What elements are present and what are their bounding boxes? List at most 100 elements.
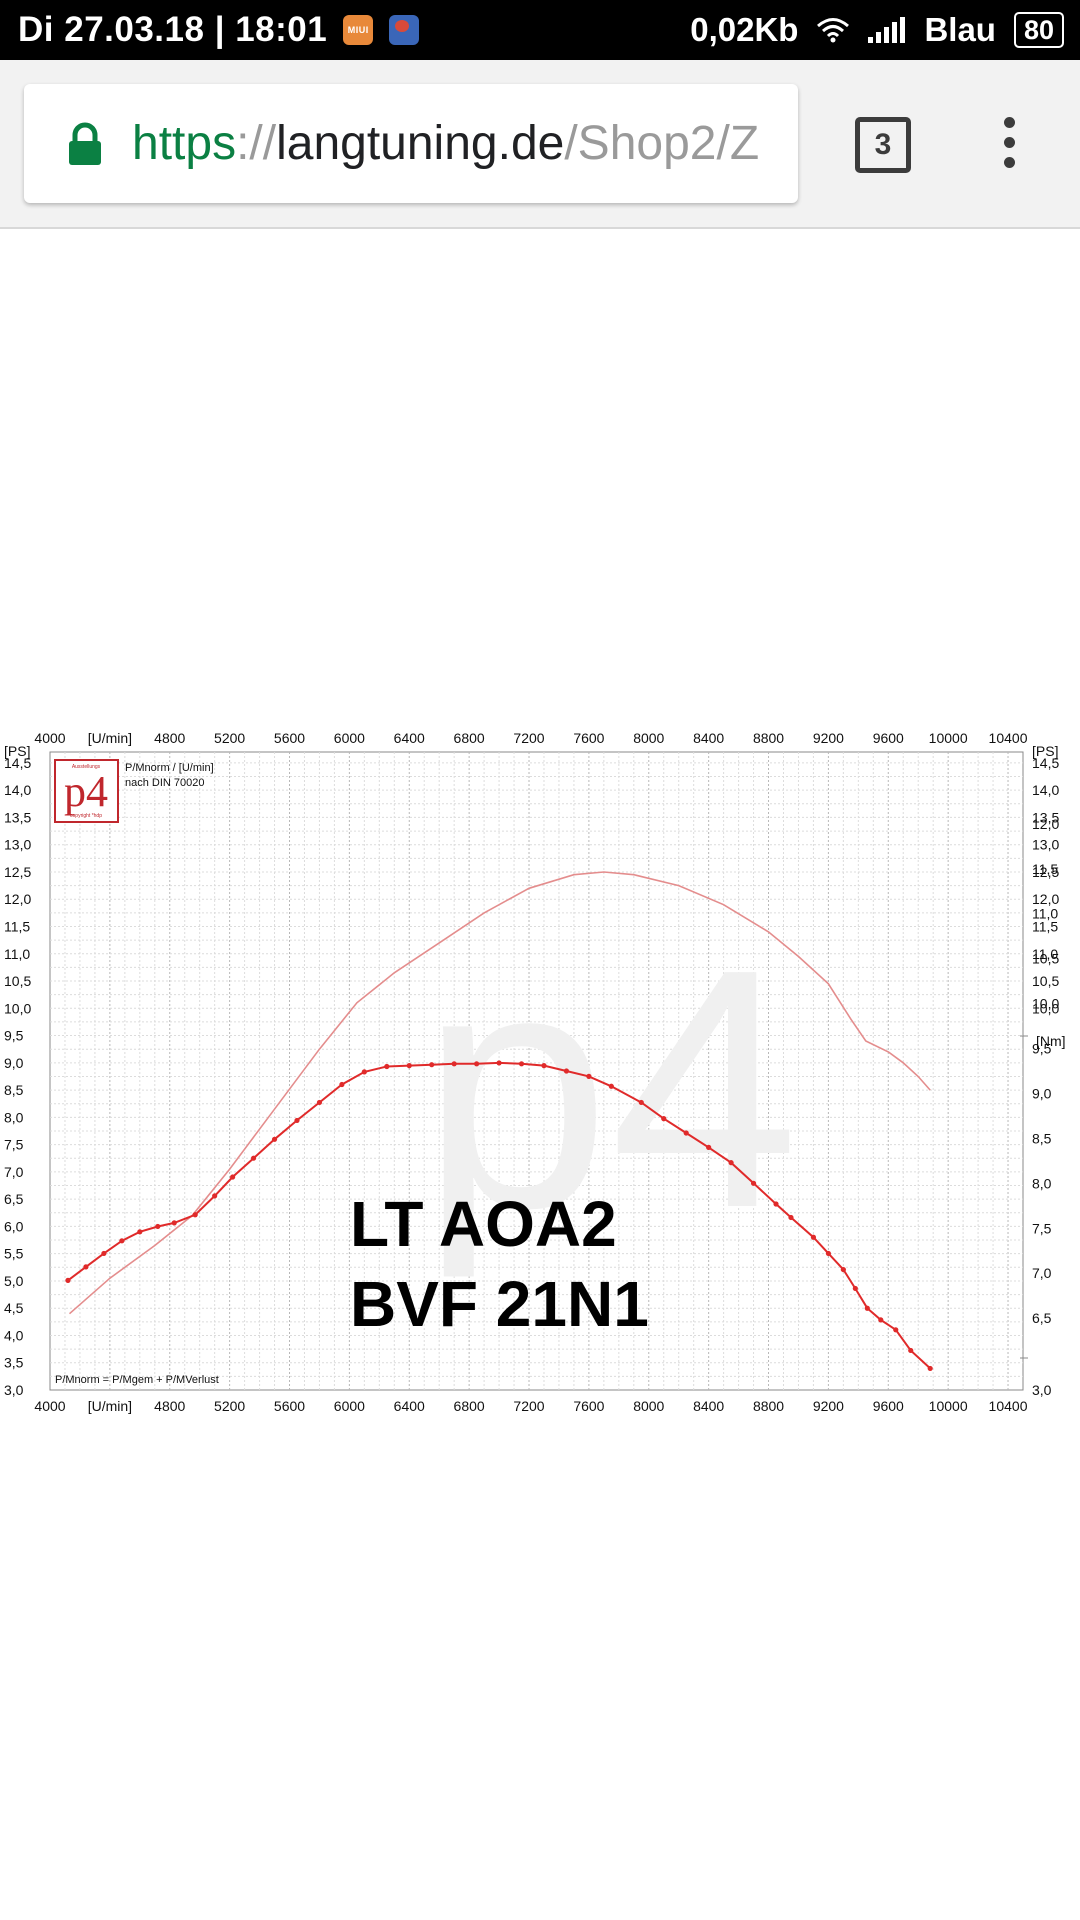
torque-point <box>101 1250 107 1257</box>
y-right-ps-tick-label: 10,5 <box>1032 973 1059 989</box>
y-right-nm-tick-label: 11,0 <box>1032 906 1058 922</box>
x-tick-label-bottom: 7600 <box>573 1398 604 1414</box>
y-right-nm-tick-label: 9,0 <box>1032 1085 1052 1101</box>
torque-point <box>294 1117 300 1124</box>
y-left-tick-label: 10,5 <box>4 973 31 989</box>
y-left-tick-label: 13,5 <box>4 809 31 825</box>
x-tick-label-bottom: 8000 <box>633 1398 664 1414</box>
torque-point <box>825 1250 832 1257</box>
dyno-chart: p4 4000 4000 4800 4800 5200 5200 5600 5600 6000 60… <box>4 730 1066 1414</box>
x-axis-unit-top: [U/min] <box>88 730 132 746</box>
torque-point <box>518 1061 525 1067</box>
x-tick-label-top: 10400 <box>989 730 1028 746</box>
torque-point <box>171 1220 177 1226</box>
y-left-tick-label: 6,5 <box>4 1191 24 1207</box>
torque-point <box>451 1061 457 1067</box>
y-left-tick-label: 13,0 <box>4 837 31 853</box>
url-text[interactable]: https://langtuning.de/Shop2/Z <box>132 84 796 203</box>
status-right: 0,02Kb Blau 80 <box>672 0 1064 60</box>
annotation-line2: BVF 21N1 <box>350 1268 649 1340</box>
url-host: langtuning.de <box>276 117 565 170</box>
y-left-tick-label: 6,0 <box>4 1218 24 1234</box>
torque-point <box>706 1144 712 1150</box>
y-left-tick-label: 12,0 <box>4 891 31 907</box>
y-left-tick-label: 8,5 <box>4 1082 24 1098</box>
y-left-tick-label: 5,5 <box>4 1246 24 1262</box>
power-curve <box>68 871 931 1315</box>
torque-point <box>250 1155 257 1161</box>
torque-point <box>339 1081 345 1088</box>
menu-dot <box>1004 137 1015 148</box>
y-left-tick-label: 4,0 <box>4 1327 24 1343</box>
p4-logo-box <box>54 759 119 823</box>
y-right-ps-tick-label: 13,5 <box>1032 809 1059 825</box>
torque-point <box>878 1317 884 1323</box>
x-tick-label-top: 6000 <box>334 730 365 746</box>
y-right-ps-unit: [PS] <box>1032 743 1058 759</box>
torque-point <box>840 1266 846 1273</box>
url-bar[interactable]: https://langtuning.de/Shop2/Z <box>24 84 798 203</box>
tab-switcher-button[interactable]: 3 <box>855 117 911 173</box>
torque-point <box>683 1130 689 1136</box>
lock-icon <box>69 122 101 165</box>
status-carrier: Blau <box>924 11 996 48</box>
torque-point <box>155 1223 161 1230</box>
legend-text-line2: nach DIN 70020 <box>125 777 205 789</box>
y-left-tick-label: 14,0 <box>4 782 31 798</box>
torque-point <box>927 1365 933 1372</box>
y-right-nm-tick-label: 12,0 <box>1032 816 1059 832</box>
y-right-nm-tick-label: 9,5 <box>1032 1041 1052 1057</box>
y-left-tick-label: 14,5 <box>4 755 31 771</box>
torque-point <box>474 1061 480 1067</box>
x-tick-label-bottom: 10400 <box>989 1398 1028 1414</box>
torque-point <box>316 1099 323 1106</box>
torque-point <box>788 1214 794 1221</box>
menu-dot <box>1004 117 1015 128</box>
torque-point <box>608 1083 614 1089</box>
torque-curve <box>67 1061 931 1370</box>
torque-point <box>192 1212 198 1218</box>
y-left-tick-label: 4,5 <box>4 1300 24 1316</box>
legend-text-line1: P/Mnorm / [U/min] <box>125 762 214 774</box>
battery-icon: 80 <box>1013 12 1064 48</box>
torque-point <box>230 1174 236 1180</box>
y-left-tick-label: 12,5 <box>4 864 31 880</box>
x-tick-label-bottom: 7200 <box>513 1398 544 1414</box>
x-tick-label-bottom: 5600 <box>274 1398 305 1414</box>
status-datetime: Di 27.03.18 | 18:01 <box>18 10 328 49</box>
x-tick-label-top: 9600 <box>873 730 904 746</box>
y-right-nm-tick-label: 10,5 <box>1032 951 1059 967</box>
y-right-ps-tick-label: 12,5 <box>1032 864 1059 880</box>
torque-point <box>119 1238 125 1244</box>
status-bar: Di 27.03.18 | 18:01 MIUI 0,02Kb Blau 80 <box>0 0 1080 60</box>
torque-point <box>852 1285 858 1292</box>
menu-dot <box>1004 157 1015 168</box>
watermark: p4 <box>421 899 799 1280</box>
x-tick-label-bottom: 6000 <box>334 1398 365 1414</box>
y-right-bottom-label: 3,0 <box>1032 1382 1052 1398</box>
x-tick-label-top: 8000 <box>633 730 664 746</box>
x-tick-label-bottom: 10000 <box>929 1398 968 1414</box>
y-right-nm-tick-label: 8,5 <box>1032 1130 1052 1146</box>
y-right-ps-tick-label: 12,0 <box>1032 891 1059 907</box>
torque-point <box>212 1193 218 1199</box>
torque-point <box>384 1063 390 1070</box>
torque-point <box>661 1116 667 1122</box>
torque-point <box>908 1347 914 1354</box>
globe-app-icon <box>389 15 420 45</box>
x-tick-label-bottom: 8400 <box>693 1398 724 1414</box>
x-tick-label-bottom: 4000 <box>34 1398 65 1414</box>
torque-point <box>586 1073 592 1079</box>
x-tick-label-bottom: 6400 <box>394 1398 425 1414</box>
y-left-tick-label: 8,0 <box>4 1109 24 1125</box>
status-left: Di 27.03.18 | 18:01 MIUI <box>18 0 420 60</box>
y-right-ps-tick-label: 10,0 <box>1032 1000 1059 1016</box>
x-tick-label-bottom: 8800 <box>753 1398 784 1414</box>
url-separator: :// <box>236 117 277 170</box>
y-left-tick-label: 7,5 <box>4 1137 24 1153</box>
y-right-ps-tick-label: 11,0 <box>1032 946 1058 962</box>
x-tick-label-top: 6800 <box>454 730 485 746</box>
overflow-menu-button[interactable] <box>988 115 1032 171</box>
x-tick-label-top: 8800 <box>753 730 784 746</box>
torque-point <box>750 1180 757 1186</box>
